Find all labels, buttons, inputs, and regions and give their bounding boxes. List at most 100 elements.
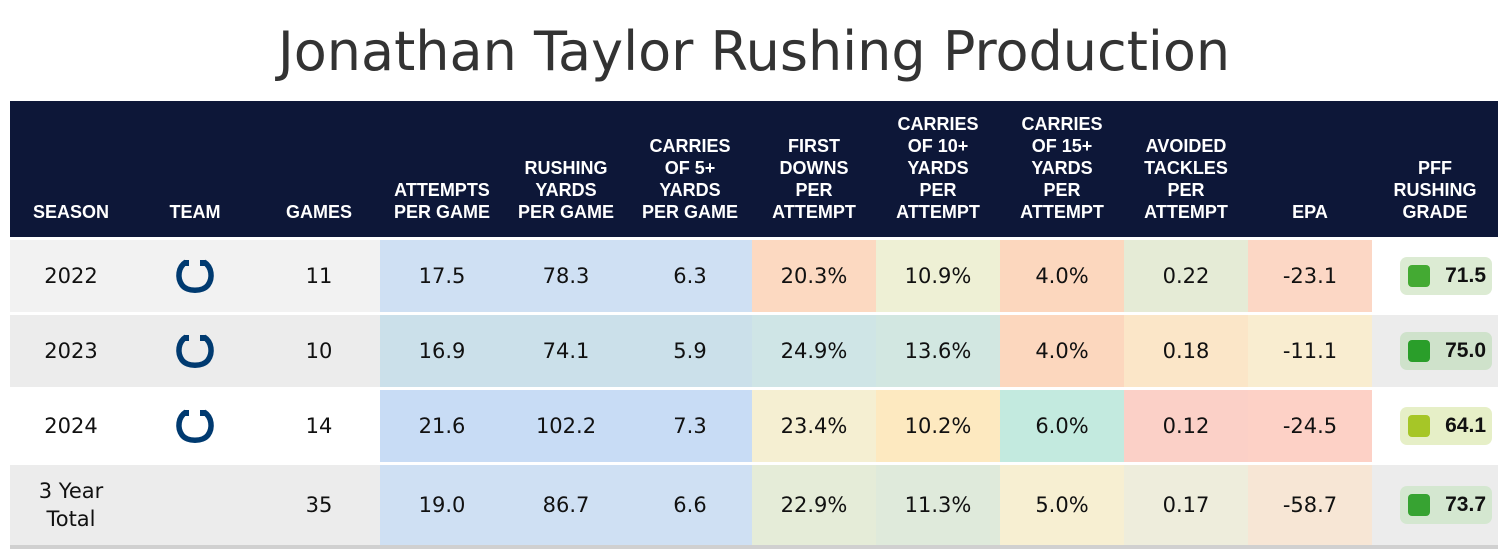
attempts-per-game-cell: 16.9	[380, 312, 504, 389]
yards-per-game-cell: 102.2	[504, 387, 628, 464]
column-header-line: OF 10+	[907, 136, 969, 156]
column-header-line: RUSHING	[1393, 180, 1477, 200]
carries-15-plus-cell: 4.0%	[1000, 312, 1124, 389]
colts-horseshoe-icon	[176, 409, 214, 443]
column-header: SEASON	[10, 101, 132, 239]
grade-color-swatch	[1408, 494, 1430, 516]
grade-value: 71.5	[1445, 264, 1486, 287]
grade-color-swatch	[1408, 415, 1430, 437]
avoided-tackles-cell: 0.12	[1124, 387, 1248, 464]
carries-10-plus-cell: 10.9%	[876, 237, 1000, 314]
avoided-tackles-cell: 0.22	[1124, 237, 1248, 314]
column-header-line: TACKLES	[1144, 158, 1228, 178]
attempts-per-game-cell: 19.0	[380, 462, 504, 549]
team-cell	[132, 312, 258, 389]
carries-10-plus-cell: 13.6%	[876, 312, 1000, 389]
grade-color-swatch	[1408, 265, 1430, 287]
first-downs-value: 24.9%	[780, 339, 848, 363]
games-cell: 14	[258, 387, 380, 464]
grade-badge: 75.0	[1400, 332, 1492, 370]
column-header: EPA	[1248, 101, 1372, 239]
grade-badge: 73.7	[1400, 486, 1492, 524]
column-header-line: OF 15+	[1031, 136, 1093, 156]
table-row: 3 Year Total 35 19.0 86.7 6.6 22.9% 11.3% 5.0% 0…	[10, 462, 1498, 549]
season-value: 2023	[44, 339, 98, 363]
carries-10-plus-cell: 11.3%	[876, 462, 1000, 549]
table-row: 2022 11 17.5 78.3 6.3 20.3% 10.9% 4.0% 0.22 -23.1…	[10, 237, 1498, 314]
column-header-line: PER	[1043, 180, 1081, 200]
grade-badge: 64.1	[1400, 407, 1492, 445]
grade-color-swatch	[1408, 340, 1430, 362]
column-header: PFF RUSHING GRADE	[1372, 101, 1498, 239]
column-header-line: OF 5+	[664, 158, 716, 178]
avoided-tackles-value: 0.12	[1162, 414, 1210, 438]
column-header: ATTEMPTS PER GAME	[380, 101, 504, 239]
attempts-per-game-value: 19.0	[418, 493, 466, 517]
attempts-per-game-value: 17.5	[418, 264, 466, 288]
column-header-line: GAMES	[285, 202, 352, 222]
grade-value: 64.1	[1445, 414, 1486, 437]
colts-horseshoe-icon	[176, 259, 214, 293]
column-header-line: YARDS	[1031, 158, 1093, 178]
column-header-line: FIRST	[788, 136, 840, 156]
first-downs-value: 22.9%	[780, 493, 848, 517]
column-header: CARRIES OF 5+ YARDS PER GAME	[628, 101, 752, 239]
column-header-line: YARDS	[659, 180, 721, 200]
first-downs-value: 23.4%	[780, 414, 848, 438]
yards-per-game-cell: 86.7	[504, 462, 628, 549]
carries-15-plus-cell: 6.0%	[1000, 387, 1124, 464]
column-header-line: AVOIDED	[1145, 136, 1227, 156]
carries-10-plus-value: 10.2%	[904, 414, 972, 438]
grade-cell: 71.5	[1372, 237, 1498, 314]
first-downs-cell: 23.4%	[752, 387, 876, 464]
column-header-line: PER GAME	[517, 202, 614, 222]
column-header-line: ATTEMPTS	[394, 180, 490, 200]
games-cell: 10	[258, 312, 380, 389]
yards-per-game-value: 86.7	[542, 493, 590, 517]
column-header-line: PFF	[1418, 158, 1452, 178]
attempts-per-game-cell: 17.5	[380, 237, 504, 314]
column-header-line: CARRIES	[897, 114, 979, 134]
season-value: 3 Year Total	[38, 479, 104, 531]
table-row: 2024 14 21.6 102.2 7.3 23.4% 10.2% 6.0% 0.12 -24.…	[10, 387, 1498, 464]
games-value: 14	[305, 414, 333, 438]
column-header-line: PER	[919, 180, 957, 200]
epa-value: -58.7	[1282, 493, 1338, 517]
season-cell: 2022	[10, 237, 132, 314]
column-header-line: ATTEMPT	[772, 202, 856, 222]
column-header: CARRIES OF 10+ YARDS PER ATTEMPT	[876, 101, 1000, 239]
first-downs-value: 20.3%	[780, 264, 848, 288]
season-value: 2024	[44, 414, 98, 438]
attempts-per-game-value: 21.6	[418, 414, 466, 438]
column-header-line: PER GAME	[641, 202, 738, 222]
column-header: RUSHING YARDS PER GAME	[504, 101, 628, 239]
season-cell: 3 Year Total	[10, 462, 132, 549]
team-cell	[132, 237, 258, 314]
column-header-line: GRADE	[1402, 202, 1468, 222]
chart-title: Jonathan Taylor Rushing Production	[277, 20, 1231, 83]
column-header: GAMES	[258, 101, 380, 239]
team-cell	[132, 462, 258, 549]
column-header-line: YARDS	[535, 180, 597, 200]
column-header: AVOIDED TACKLES PER ATTEMPT	[1124, 101, 1248, 239]
carries-15-plus-value: 4.0%	[1035, 264, 1089, 288]
column-header-line: EPA	[1292, 202, 1328, 222]
attempts-per-game-cell: 21.6	[380, 387, 504, 464]
carries-5-plus-value: 6.6	[673, 493, 707, 517]
avoided-tackles-value: 0.17	[1162, 493, 1210, 517]
epa-value: -11.1	[1282, 339, 1338, 363]
column-header-line: PER GAME	[393, 202, 490, 222]
games-value: 35	[305, 493, 333, 517]
carries-5-plus-cell: 6.6	[628, 462, 752, 549]
epa-value: -23.1	[1282, 264, 1338, 288]
grade-value: 75.0	[1445, 339, 1486, 362]
carries-10-plus-value: 13.6%	[904, 339, 972, 363]
avoided-tackles-value: 0.22	[1162, 264, 1210, 288]
games-cell: 11	[258, 237, 380, 314]
season-cell: 2024	[10, 387, 132, 464]
epa-cell: -24.5	[1248, 387, 1372, 464]
yards-per-game-cell: 78.3	[504, 237, 628, 314]
carries-15-plus-value: 5.0%	[1035, 493, 1089, 517]
epa-cell: -23.1	[1248, 237, 1372, 314]
yards-per-game-value: 74.1	[542, 339, 590, 363]
